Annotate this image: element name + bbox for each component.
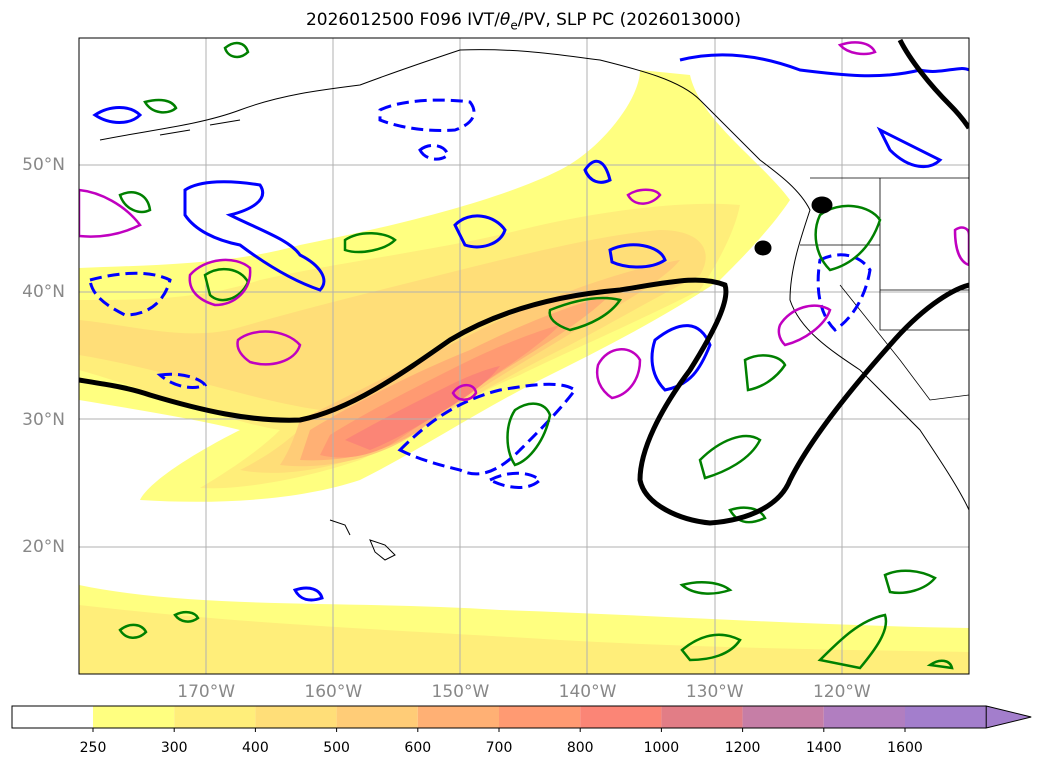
colorbar-bin: [499, 706, 581, 728]
lon-label: 120°W: [812, 682, 871, 702]
colorbar-bin: [255, 706, 337, 728]
colorbar-tick-label: 1000: [643, 740, 680, 756]
lon-label: 130°W: [685, 682, 744, 702]
ivt-colorbar: [11, 705, 1032, 732]
lon-label: 150°W: [431, 682, 490, 702]
colorbar-bin: [580, 706, 662, 728]
lat-label: 20°N: [22, 536, 65, 557]
colorbar-tick-label: 600: [404, 740, 432, 756]
colorbar-bin: [823, 706, 905, 728]
lat-label: 50°N: [22, 155, 65, 176]
colorbar-tick-label: 1600: [887, 740, 923, 756]
colorbar-bin: [336, 706, 418, 728]
colorbar-bin: [93, 706, 175, 728]
colorbar-bin: [742, 706, 824, 728]
colorbar-tick-label: 1200: [724, 740, 761, 756]
theta-e-contours: [92, 53, 969, 602]
colorbar-tick-label: 800: [566, 740, 594, 756]
lat-label: 30°N: [22, 409, 65, 430]
coastlines: [99, 49, 969, 561]
pv-contours: [118, 41, 954, 670]
colorbar-tick-label: 250: [79, 740, 107, 756]
lon-label: 160°W: [304, 682, 363, 702]
colorbar-bin: [12, 706, 93, 728]
colorbar-tick-label: 1400: [805, 740, 842, 756]
pv-anomaly-contours: [79, 41, 969, 401]
colorbar-tick-label: 300: [160, 740, 188, 756]
colorbar-tick-label: 700: [485, 740, 513, 756]
lon-label: 140°W: [558, 682, 617, 702]
slp-contour: [79, 38, 969, 526]
map-title: 2026012500 F096 IVT/θe/PV, SLP PC (20260…: [305, 10, 742, 33]
colorbar-tick-label: 400: [242, 740, 269, 756]
colorbar-tick-label: 500: [323, 740, 350, 756]
colorbar-extend-arrow: [985, 705, 1032, 729]
colorbar-bin: [905, 706, 987, 728]
colorbar-bin: [661, 706, 743, 728]
lon-label: 170°W: [177, 682, 236, 702]
map-frame: [78, 37, 970, 675]
colorbar-bin: [417, 706, 499, 728]
graticule: [79, 38, 969, 674]
theta-e-dashed-contours: [88, 98, 872, 489]
colorbar-bin: [174, 706, 256, 728]
lat-label: 40°N: [22, 282, 65, 303]
